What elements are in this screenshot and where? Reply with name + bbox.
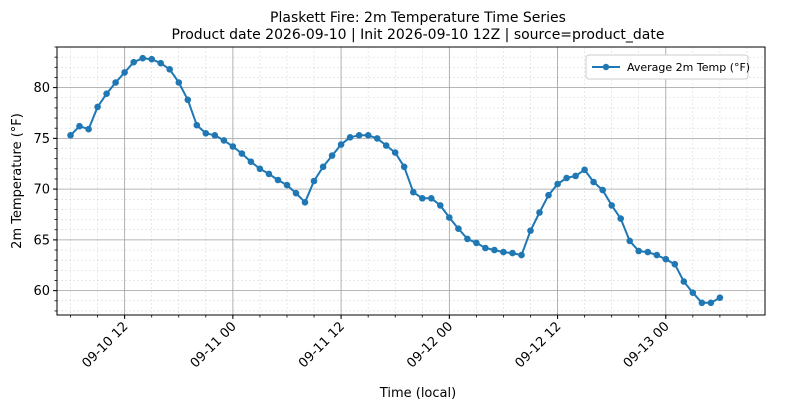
x-axis-label: Time (local): [379, 386, 456, 401]
data-point: [175, 79, 183, 86]
data-point: [184, 96, 192, 104]
data-point: [157, 59, 164, 67]
data-point: [400, 163, 408, 171]
major-grid: [57, 47, 765, 315]
data-point: [283, 181, 291, 189]
y-axis-label: 2m Temperature (°F): [10, 113, 25, 249]
data-point: [202, 130, 210, 137]
data-point: [229, 143, 237, 150]
data-point: [103, 90, 110, 97]
data-point: [364, 132, 372, 139]
data-point: [238, 150, 246, 157]
data-point: [617, 215, 624, 222]
series-layer: [67, 54, 724, 307]
y-tick-label: 60: [33, 284, 50, 299]
data-point: [662, 255, 670, 263]
data-point: [112, 79, 119, 86]
data-point: [509, 249, 516, 257]
data-point: [680, 278, 688, 285]
data-point: [256, 165, 264, 173]
legend: Average 2m Temp (°F): [585, 54, 750, 80]
data-point: [644, 248, 652, 256]
data-point: [500, 248, 507, 256]
data-point: [527, 227, 534, 234]
legend-label: Average 2m Temp (°F): [627, 61, 750, 74]
data-point: [310, 177, 318, 185]
data-point: [464, 235, 471, 243]
data-point: [265, 170, 273, 178]
data-point: [139, 54, 146, 62]
data-point: [563, 174, 570, 182]
data-point: [554, 180, 561, 188]
data-point: [301, 199, 309, 206]
data-point: [373, 135, 381, 142]
data-point: [599, 186, 606, 194]
legend-box: [585, 54, 749, 80]
data-point: [337, 141, 345, 148]
data-point: [473, 239, 480, 247]
data-point: [220, 137, 228, 144]
data-point: [437, 202, 444, 209]
data-point: [572, 172, 579, 180]
data-point: [545, 191, 552, 199]
data-point: [455, 225, 462, 232]
data-point: [166, 66, 173, 73]
data-point: [428, 195, 435, 202]
data-point: [653, 251, 661, 259]
data-point: [247, 158, 255, 165]
data-point: [211, 132, 219, 139]
data-point: [635, 247, 642, 255]
data-point: [590, 178, 597, 186]
data-point: [67, 132, 74, 139]
data-point: [608, 202, 615, 209]
data-point: [518, 251, 525, 259]
data-point: [707, 299, 715, 307]
data-point: [419, 195, 426, 202]
data-point: [716, 294, 724, 302]
data-point: [346, 134, 354, 141]
data-point: [491, 246, 498, 254]
data-point: [148, 55, 155, 63]
data-point: [274, 176, 282, 184]
y-axis: 60 65 70 75 80: [33, 46, 57, 312]
data-point: [671, 260, 679, 268]
data-point: [391, 149, 399, 156]
y-tick-label: 65: [33, 233, 50, 248]
data-point: [355, 132, 363, 139]
data-point: [698, 299, 706, 307]
data-point: [328, 152, 336, 159]
plot-frame: [56, 46, 766, 316]
data-point: [382, 142, 390, 149]
data-point: [85, 125, 92, 133]
data-point: [130, 58, 137, 66]
y-tick-label: 70: [33, 183, 50, 198]
data-point: [536, 209, 543, 216]
data-point: [319, 163, 327, 171]
data-point: [626, 237, 633, 245]
y-tick-label: 75: [33, 132, 50, 147]
data-point: [410, 188, 417, 196]
data-point: [689, 289, 697, 297]
data-point: [292, 189, 300, 197]
data-point: [121, 69, 128, 76]
data-point: [581, 166, 588, 174]
data-point: [94, 103, 101, 111]
data-point: [193, 121, 201, 129]
data-point: [76, 122, 83, 130]
chart-title-line2: Product date 2026-09-10 | Init 2026-09-1…: [172, 27, 665, 43]
data-point: [446, 214, 453, 221]
y-tick-label: 80: [33, 81, 50, 96]
legend-marker: [602, 63, 610, 71]
data-point: [482, 244, 489, 252]
chart-title-line1: Plaskett Fire: 2m Temperature Time Serie…: [270, 10, 566, 26]
